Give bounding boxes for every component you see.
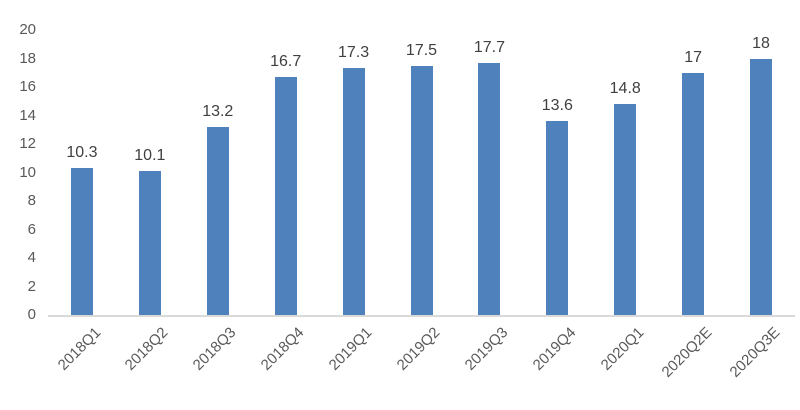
bar-2019Q3 [478,62,501,315]
x-tick-label: 2020Q1 [597,324,648,374]
data-label: 10.3 [66,144,98,162]
bar-2020Q3E [750,58,773,315]
x-tick-label: 2018Q1 [54,324,104,374]
bar-2020Q1 [614,104,637,315]
x-tick-label: 2018Q4 [257,324,308,374]
x-tick-label: 2019Q4 [529,324,580,374]
y-tick-label: 16 [19,78,36,95]
x-axis-line [48,315,795,317]
data-label: 17.3 [338,44,370,62]
data-label: 17.7 [473,38,505,56]
x-tick-label: 2018Q3 [190,324,240,374]
x-tick-label: 2020Q3E [726,324,784,381]
y-tick-label: 6 [27,220,36,238]
data-label: 18 [752,34,770,52]
data-label: 10.1 [134,147,166,165]
bar-2019Q1 [342,68,365,315]
data-label: 14.8 [609,80,641,98]
y-tick-label: 18 [19,49,36,67]
x-tick-label: 2019Q3 [461,324,512,374]
bar-2019Q4 [546,121,569,315]
data-label: 17.5 [405,41,438,59]
bar-2018Q3 [206,126,229,315]
y-tick-label: 10 [19,163,36,181]
bar-2019Q2 [410,65,433,315]
x-tick-label: 2018Q2 [122,324,172,374]
y-tick-label: 12 [19,135,36,152]
bar-2018Q4 [274,77,297,315]
bar-2018Q2 [138,171,161,315]
data-label: 13.6 [541,97,573,115]
y-tick-label: 8 [27,192,36,209]
data-label: 13.2 [202,102,234,120]
x-tick-label: 2019Q1 [325,324,376,374]
y-tick-label: 20 [19,21,36,38]
y-tick-label: 4 [27,249,36,266]
data-label: 17 [684,48,703,66]
bar-2020Q2E [682,72,705,315]
y-tick-label: 0 [27,306,36,323]
y-tick-label: 14 [19,106,36,124]
x-tick-label: 2019Q2 [393,324,444,374]
y-tick-label: 2 [27,277,36,295]
x-tick-label: 2020Q2E [658,324,716,381]
bar-2018Q1 [70,168,93,315]
data-label: 16.7 [270,53,302,71]
